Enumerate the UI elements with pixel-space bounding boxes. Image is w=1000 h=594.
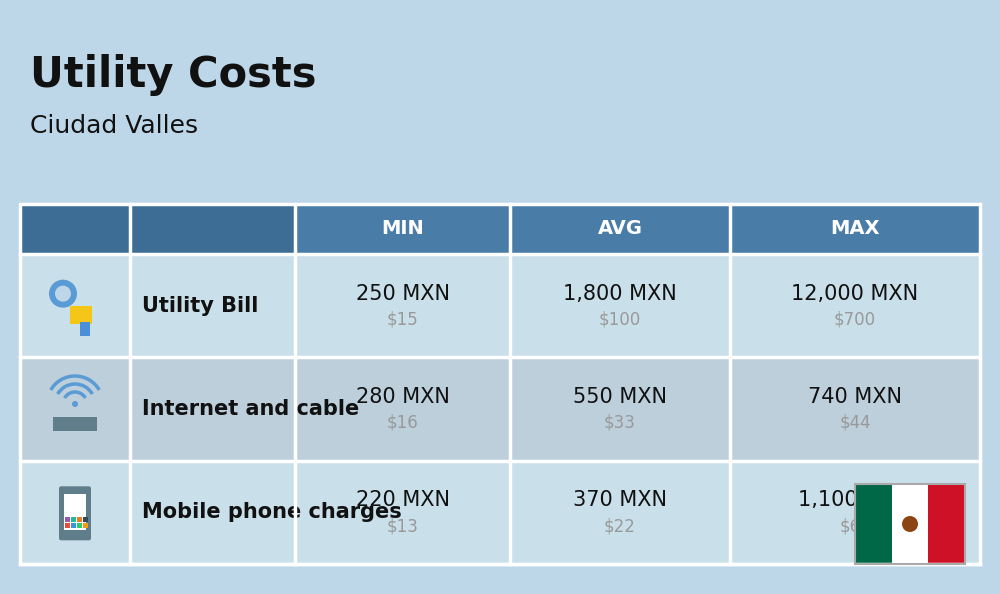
Text: $33: $33 (604, 414, 636, 432)
Text: MAX: MAX (830, 220, 880, 239)
Text: Mobile phone charges: Mobile phone charges (142, 503, 402, 522)
Text: $22: $22 (604, 517, 636, 535)
Text: Internet and cable: Internet and cable (142, 399, 359, 419)
Bar (77, 523, 82, 528)
Text: 740 MXN: 740 MXN (808, 387, 902, 407)
Text: 370 MXN: 370 MXN (573, 490, 667, 510)
Bar (65, 523, 70, 528)
Circle shape (55, 286, 71, 302)
Bar (23, 257, 127, 355)
Text: $15: $15 (387, 311, 418, 328)
Text: 550 MXN: 550 MXN (573, 387, 667, 407)
Circle shape (72, 401, 78, 407)
Bar (20, 461, 980, 564)
Text: $44: $44 (839, 414, 871, 432)
Circle shape (49, 280, 77, 308)
Bar (855, 484, 892, 564)
Text: $16: $16 (387, 414, 418, 432)
Bar (20, 204, 980, 254)
Bar (855, 484, 965, 564)
Bar (71, 517, 76, 522)
FancyBboxPatch shape (59, 486, 91, 541)
Bar (20, 204, 980, 564)
Bar (53, 417, 97, 431)
Text: $100: $100 (599, 311, 641, 328)
Circle shape (902, 516, 918, 532)
Text: $65: $65 (839, 517, 871, 535)
Text: Utility Bill: Utility Bill (142, 296, 258, 315)
Bar (20, 358, 980, 461)
Bar (83, 517, 88, 522)
Text: Ciudad Valles: Ciudad Valles (30, 114, 198, 138)
Text: $700: $700 (834, 311, 876, 328)
Bar (892, 484, 928, 564)
Text: 250 MXN: 250 MXN (356, 284, 450, 304)
Text: 220 MXN: 220 MXN (356, 490, 450, 510)
Bar (70, 306, 92, 324)
Bar (83, 523, 88, 528)
Bar (928, 484, 965, 564)
Bar (23, 464, 127, 561)
Text: Utility Costs: Utility Costs (30, 54, 316, 96)
Bar (71, 523, 76, 528)
Text: MIN: MIN (381, 220, 424, 239)
Bar (77, 517, 82, 522)
Bar (80, 322, 90, 336)
Bar (23, 361, 127, 457)
Text: AVG: AVG (598, 220, 642, 239)
Bar (65, 517, 70, 522)
Text: $13: $13 (387, 517, 418, 535)
Bar (64, 494, 86, 530)
Bar (20, 254, 980, 358)
Bar (20, 204, 295, 254)
Text: 12,000 MXN: 12,000 MXN (791, 284, 919, 304)
Text: 1,800 MXN: 1,800 MXN (563, 284, 677, 304)
Text: 1,100 MXN: 1,100 MXN (798, 490, 912, 510)
Text: 280 MXN: 280 MXN (356, 387, 449, 407)
